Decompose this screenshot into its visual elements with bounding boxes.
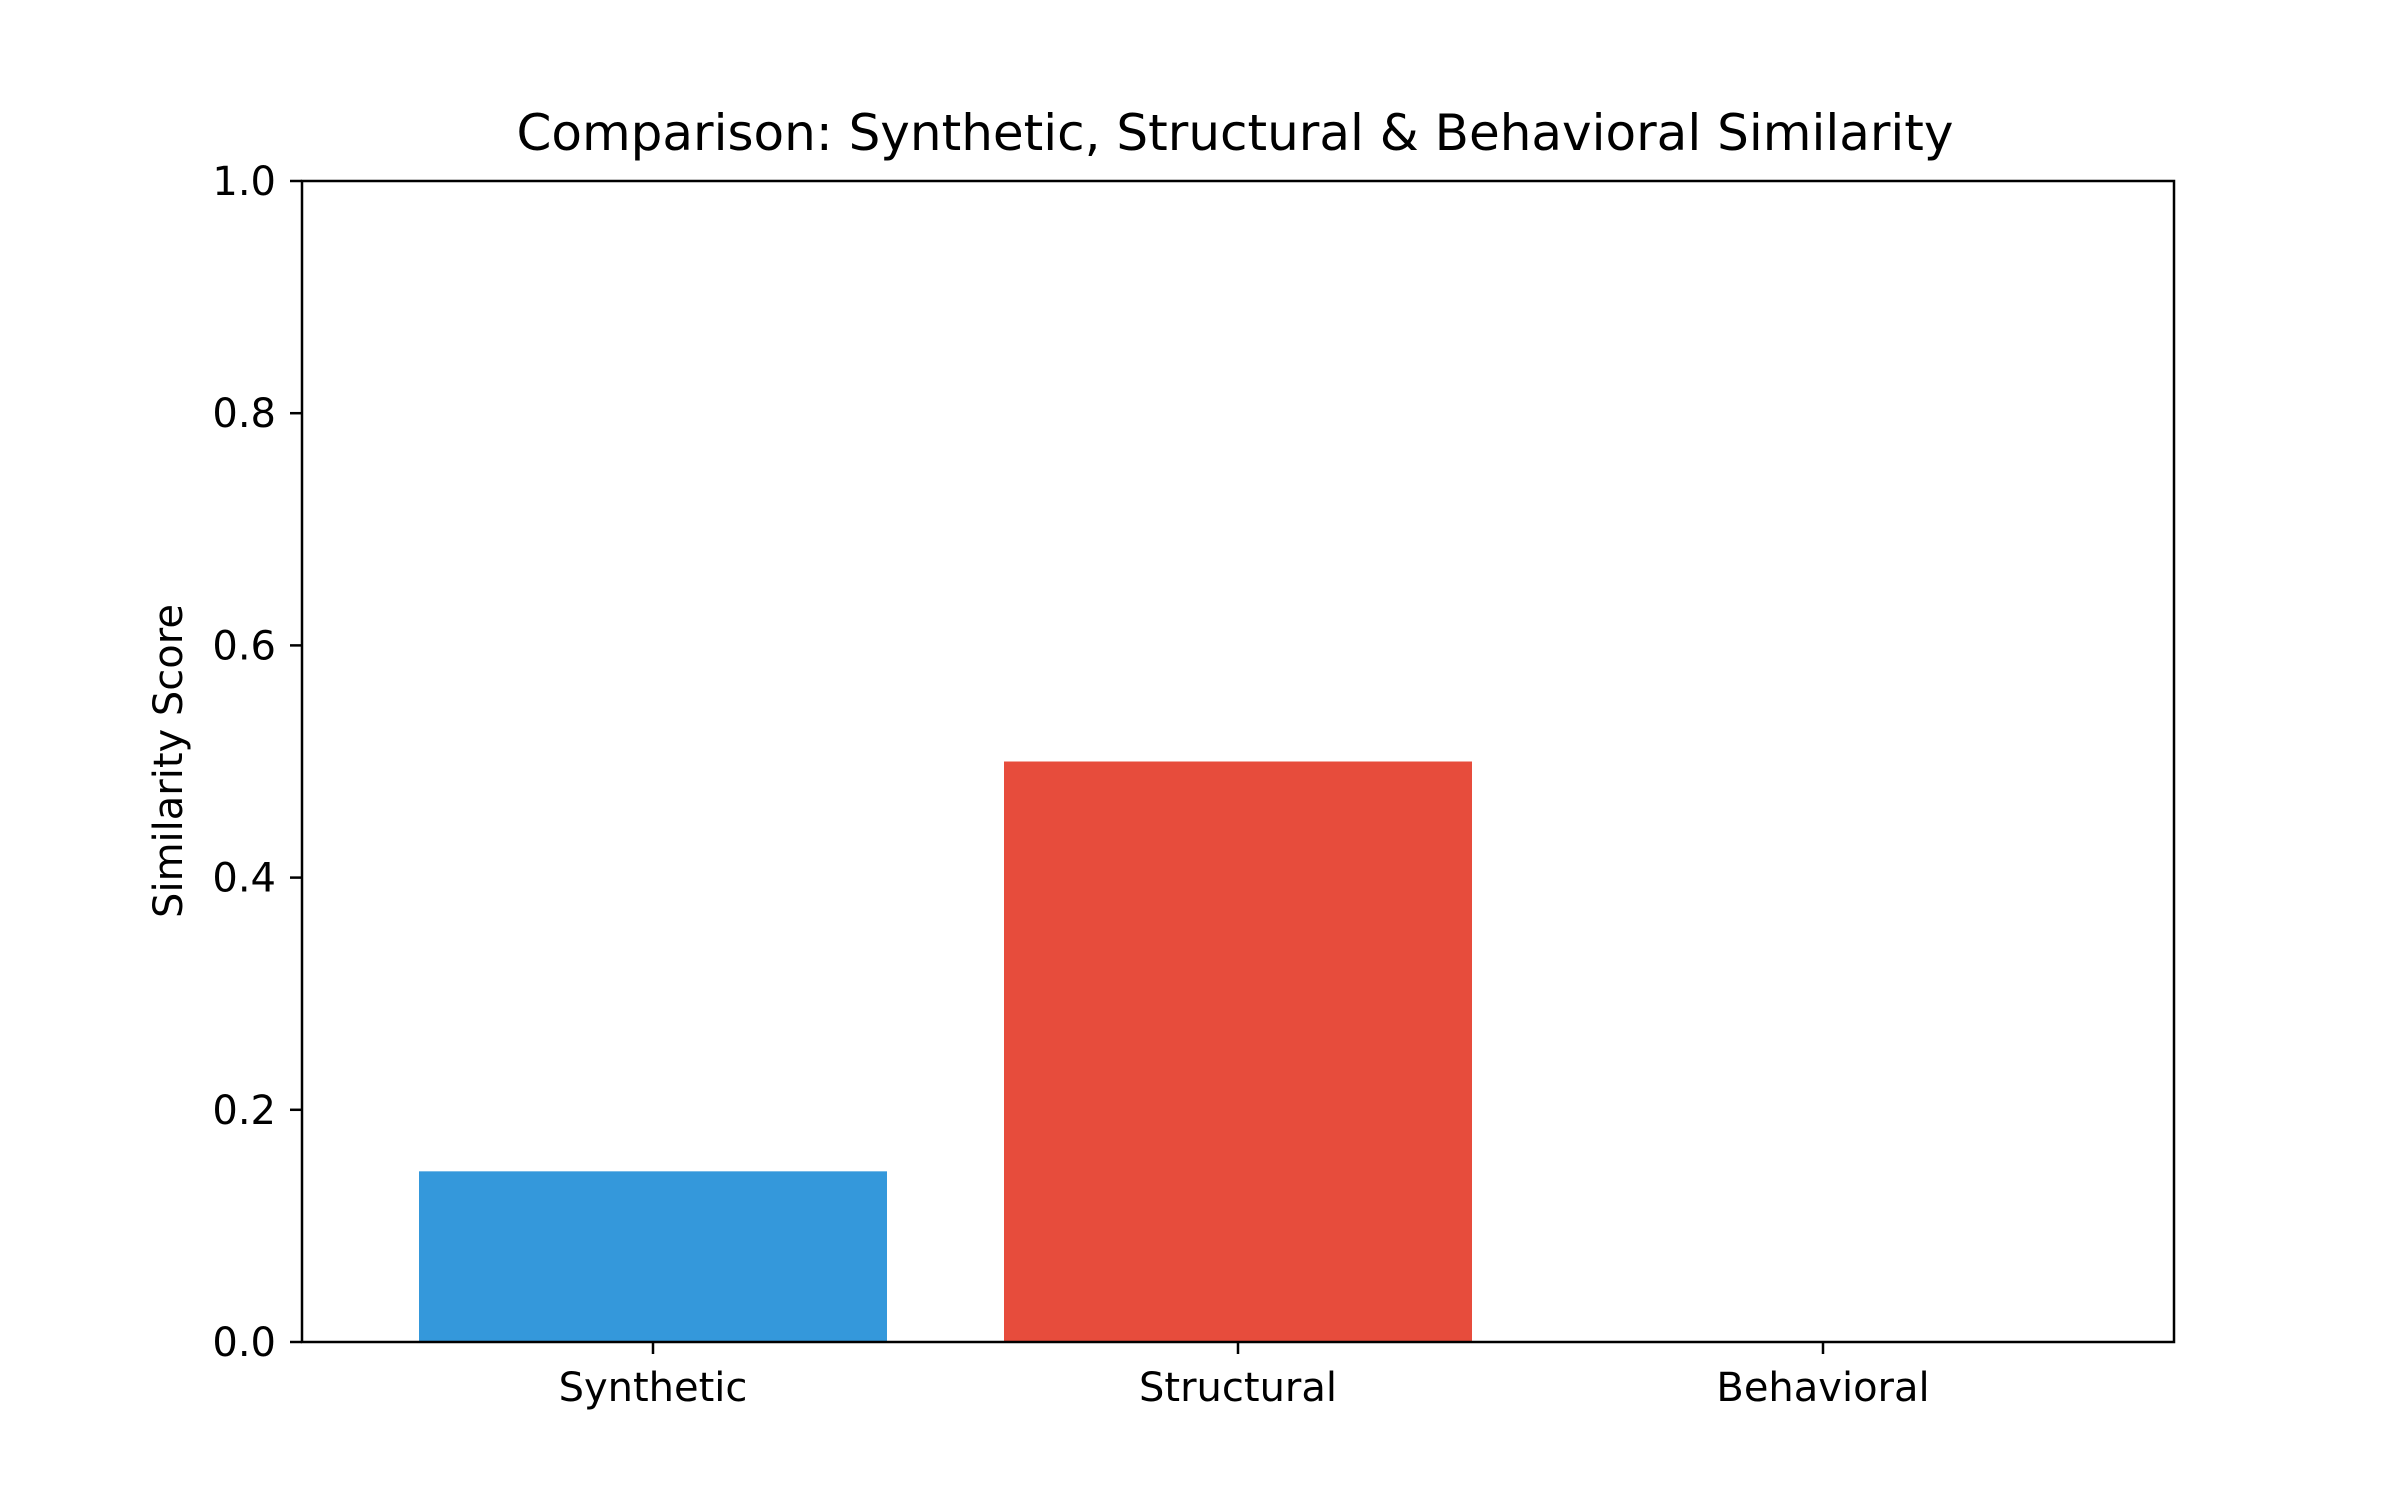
- bars-group: [419, 761, 1472, 1342]
- y-tick-label: 1.0: [212, 159, 276, 205]
- y-tick-label: 0.6: [212, 623, 276, 669]
- y-tick-label: 0.4: [212, 856, 276, 902]
- y-axis-label: Similarity Score: [146, 604, 192, 918]
- x-tick-label-behavioral: Behavioral: [1716, 1365, 1929, 1411]
- bar-structural: [1004, 761, 1472, 1342]
- y-tick-label: 0.2: [212, 1088, 276, 1134]
- y-tick-label: 0.8: [212, 391, 276, 437]
- x-tick-label-synthetic: Synthetic: [559, 1365, 748, 1411]
- y-tick-label: 0.0: [212, 1320, 276, 1366]
- x-axis-ticks: Synthetic Structural Behavioral: [559, 1342, 1930, 1411]
- plot-area-frame: [300, 179, 2176, 1344]
- chart-title: Comparison: Synthetic, Structural & Beha…: [516, 104, 1953, 162]
- x-tick-label-structural: Structural: [1139, 1365, 1337, 1411]
- bar-synthetic: [419, 1171, 887, 1342]
- y-axis-ticks: 0.0 0.2 0.4 0.6 0.8 1.0: [212, 159, 302, 1366]
